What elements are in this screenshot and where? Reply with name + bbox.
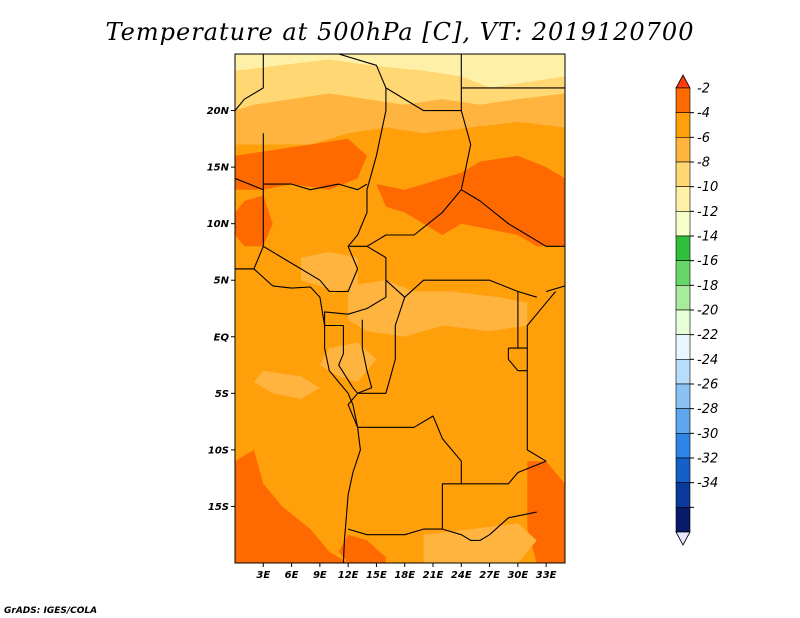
contour-region: [235, 59, 565, 111]
lon-tick-label: 9E: [313, 570, 327, 581]
colorbar-label: -12: [697, 205, 718, 220]
colorbar-swatch: [675, 433, 691, 459]
lat-tick-label: 20N: [207, 106, 230, 117]
lon-tick-label: 21E: [423, 570, 444, 581]
country-border: [348, 110, 472, 247]
colorbar-label: -18: [697, 279, 718, 294]
colorbar-label: -22: [697, 328, 718, 343]
contour-region: [235, 449, 349, 563]
colorbar-bottom-arrow: [675, 531, 691, 546]
colorbar-swatch: [675, 285, 691, 311]
colorbar-label: -28: [697, 402, 718, 417]
country-border: [461, 189, 565, 247]
colorbar-label: -26: [697, 378, 718, 393]
country-border: [263, 183, 368, 191]
colorbar-swatch: [675, 235, 691, 261]
lon-tick-label: 6E: [285, 570, 299, 581]
contour-region: [235, 54, 565, 88]
colorbar-label: -2: [697, 82, 710, 97]
colorbar-swatch: [675, 359, 691, 385]
contour-region: [527, 461, 565, 563]
contour-region: [235, 138, 367, 190]
country-border: [507, 348, 528, 372]
colorbar: -4 -6 -8 -10 -12 -14 -16 -18 -20 -22 -24 -26 -28 -30 -…: [675, 74, 718, 546]
colorbar-label: -10: [697, 180, 718, 195]
colorbar-swatch: [675, 112, 691, 138]
colorbar-label: -30: [697, 427, 718, 442]
map-frame: [234, 53, 566, 564]
colorbar-top-arrow: [675, 74, 691, 89]
longitude-axis: 3E 6E 9E 12E 15E 18E 21E 24E 27E 30E 33E: [256, 563, 557, 581]
lon-tick-label: 24E: [451, 570, 472, 581]
colorbar-label: -32: [697, 452, 718, 467]
colorbar-label: -16: [697, 254, 718, 269]
colorbar-swatch: [675, 482, 691, 508]
lat-tick-label: 5N: [214, 276, 230, 287]
temperature-contours: [235, 54, 565, 563]
contour-region: [348, 280, 528, 337]
colorbar-swatch: [675, 87, 691, 113]
colorbar-swatch: [675, 137, 691, 163]
colorbar-swatch: [675, 211, 691, 237]
colorbar-label: -20: [697, 304, 718, 319]
colorbar-label: -34: [697, 476, 718, 491]
latitude-axis: 20N 15N 10N 5N EQ 5S 10S 15S: [207, 106, 235, 513]
lat-tick-label: 15S: [208, 502, 229, 513]
country-border: [526, 370, 547, 462]
lon-tick-label: 3E: [256, 570, 270, 581]
grads-credit: GrADS: IGES/COLA: [4, 606, 97, 616]
country-border: [338, 54, 387, 190]
country-borders: [235, 54, 565, 563]
country-border: [352, 319, 373, 394]
colorbar-swatch: [675, 457, 691, 483]
lat-tick-label: EQ: [214, 332, 230, 343]
lat-tick-label: 5S: [215, 389, 229, 400]
country-border: [324, 280, 387, 388]
contour-region: [338, 534, 386, 563]
contour-region: [253, 370, 320, 399]
colorbar-label: -24: [697, 353, 718, 368]
colorbar-swatch: [675, 260, 691, 286]
lat-tick-label: 10S: [208, 445, 229, 456]
colorbar-swatch: [675, 334, 691, 360]
lon-tick-label: 18E: [394, 570, 415, 581]
country-border: [385, 87, 462, 112]
contour-region: [235, 93, 565, 145]
colorbar-swatch: [675, 161, 691, 187]
colorbar-swatch: [675, 507, 691, 533]
map-panel: 3E 6E 9E 12E 15E 18E 21E 24E 27E 30E 33E 20N 15N 10N…: [207, 53, 566, 581]
colorbar-label: -4: [697, 106, 710, 121]
contour-region: [423, 523, 537, 563]
country-border: [442, 511, 537, 541]
lon-tick-label: 30E: [507, 570, 528, 581]
country-border: [263, 189, 368, 293]
country-border: [347, 297, 406, 428]
coastline: [235, 268, 361, 563]
lon-tick-label: 27E: [479, 570, 500, 581]
colorbar-swatch: [675, 408, 691, 434]
colorbar-label: -14: [697, 230, 718, 245]
colorbar-swatch: [675, 309, 691, 335]
lon-tick-label: 33E: [536, 570, 557, 581]
contour-region: [301, 251, 358, 292]
lon-tick-label: 12E: [338, 570, 359, 581]
lat-tick-label: 15N: [207, 163, 230, 174]
colorbar-label: -8: [697, 156, 710, 171]
country-border: [545, 285, 565, 293]
colorbar-swatch: [675, 186, 691, 212]
contour-region: [319, 342, 377, 382]
contour-region: [376, 155, 565, 247]
country-border: [235, 54, 264, 111]
colorbar-label: -6: [697, 131, 710, 146]
lon-tick-label: 15E: [366, 570, 387, 581]
map-title: Temperature at 500hPa [C], VT: 201912070…: [106, 18, 695, 46]
lat-tick-label: 10N: [207, 219, 230, 230]
country-border: [366, 245, 537, 298]
country-border: [508, 291, 557, 349]
colorbar-swatch: [675, 383, 691, 409]
country-border: [461, 460, 547, 485]
